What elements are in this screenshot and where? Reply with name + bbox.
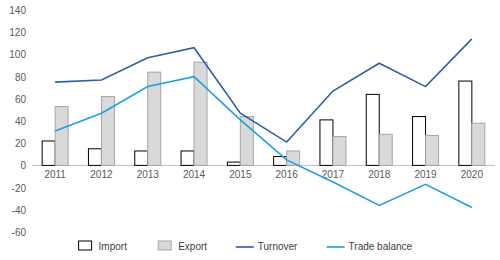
bar (333, 137, 346, 166)
y-tick-label: 80 (15, 72, 27, 83)
x-tick-label: 2012 (90, 169, 113, 180)
bar (379, 134, 392, 165)
legend-swatch (327, 246, 345, 248)
legend-label: Turnover (258, 241, 298, 252)
plot-area (42, 39, 485, 208)
x-tick-label: 2016 (276, 169, 299, 180)
bar (472, 123, 485, 165)
legend-swatch (79, 241, 92, 250)
x-tick-label: 2018 (368, 169, 391, 180)
line (55, 39, 472, 142)
bar (240, 117, 253, 166)
x-tick-label: 2015 (229, 169, 252, 180)
bar (55, 107, 68, 166)
x-tick-label: 2020 (461, 169, 484, 180)
y-tick (29, 10, 32, 11)
y-tick-label: -40 (12, 205, 27, 216)
y-tick (29, 54, 32, 55)
legend-swatch (158, 241, 171, 250)
y-tick (29, 76, 32, 77)
bar (227, 162, 240, 165)
bar (366, 94, 379, 165)
y-tick-label: -60 (12, 227, 27, 238)
y-tick-label: 40 (15, 116, 27, 127)
bar (413, 117, 426, 166)
y-tick (29, 98, 32, 99)
y-tick-label: 100 (9, 49, 26, 60)
x-tick-label: 2013 (137, 169, 160, 180)
y-tick (29, 121, 32, 122)
x-tick-label: 2019 (414, 169, 437, 180)
bar (459, 81, 472, 165)
bar (42, 141, 55, 165)
legend-label: Trade balance (349, 241, 413, 252)
legend-swatch (236, 246, 254, 248)
bar (181, 151, 194, 165)
legend-label: Import (99, 241, 128, 252)
bar (426, 135, 439, 165)
y-tick (29, 32, 32, 33)
y-tick-label: 60 (15, 94, 27, 105)
bar (88, 149, 101, 166)
x-tick-label: 2014 (183, 169, 206, 180)
y-tick-label: 120 (9, 27, 26, 38)
y-tick (29, 209, 32, 210)
y-tick (29, 143, 32, 144)
y-tick (29, 232, 32, 233)
y-tick-label: 20 (15, 138, 27, 149)
chart: -60 -40 -20 0 20 40 60 80 100 120 140 2011 2012 2013 2… (0, 0, 500, 260)
bar (135, 151, 148, 165)
x-tick-label: 2011 (44, 169, 66, 180)
y-tick-label: 0 (20, 160, 26, 171)
y-tick (29, 165, 32, 166)
bar (320, 120, 333, 166)
legend-label: Export (178, 241, 207, 252)
line (55, 77, 472, 208)
y-tick-label: -20 (12, 183, 27, 194)
y-tick-label: 140 (9, 5, 26, 16)
y-tick (29, 187, 32, 188)
